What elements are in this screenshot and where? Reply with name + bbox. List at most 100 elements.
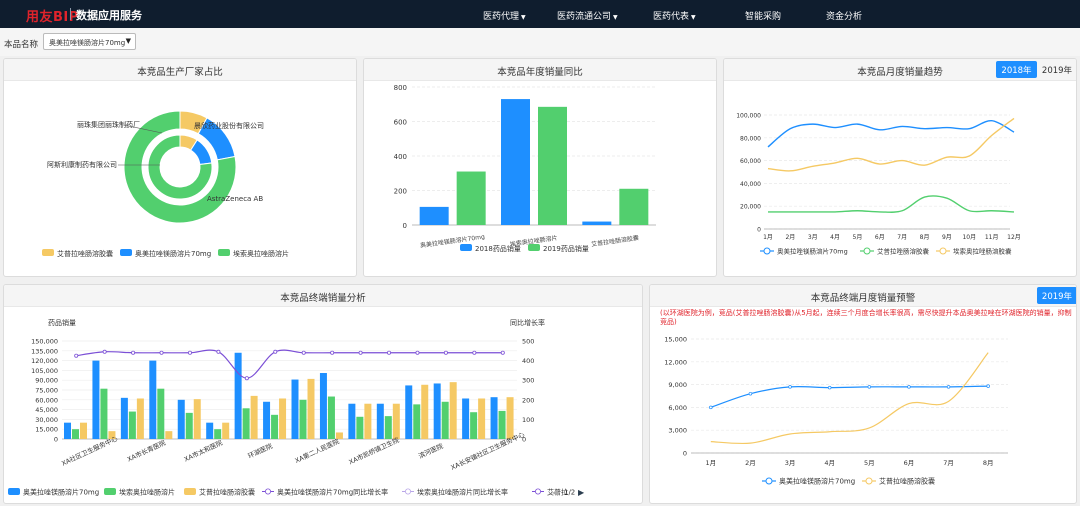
legend-label: 埃索奥拉唑肠溶胶囊	[953, 247, 1012, 256]
terminal-bar	[234, 352, 242, 439]
pager-next-icon[interactable]: ▶	[578, 488, 585, 497]
x-tick-label: 1月	[763, 234, 773, 241]
logo-divider	[70, 8, 71, 20]
legend-marker	[763, 247, 771, 255]
legend-label: 奥美拉唑镁肠溶片70mg同比增长率	[277, 488, 388, 497]
y-tick-label-left: 30,000	[35, 416, 58, 424]
nav-smart-purchase[interactable]: 智能采购	[745, 9, 781, 22]
legend-label: 奥美拉唑镁肠溶片70mg	[23, 488, 99, 497]
year-2018-tab[interactable]: 2018年	[996, 61, 1037, 78]
terminal-bar	[136, 398, 144, 439]
terminal-bar	[478, 398, 486, 439]
series-line	[710, 352, 989, 445]
terminal-bar	[291, 379, 299, 439]
y-tick-label-left: 75,000	[35, 387, 58, 395]
y-tick-label-right: 500	[522, 338, 534, 346]
terminal-bar	[222, 422, 230, 439]
y-tick-label: 200	[394, 188, 407, 196]
y-tick-label-left: 60,000	[35, 396, 58, 404]
panel-title: 本竞品生产厂家占比	[4, 59, 356, 81]
growth-point	[500, 350, 505, 355]
nav-fund-analysis[interactable]: 资金分析	[826, 9, 862, 22]
terminal-bar	[177, 399, 185, 439]
leader-line	[123, 124, 163, 134]
x-tick-label: 6月	[875, 234, 885, 241]
warning-line-chart: 0 3,000 6,000 9,000 12,000 15,000 1月 2月 3月 4月 5月 6月…	[664, 336, 1008, 486]
nav-pharma-agent[interactable]: 医药代理 ▼	[483, 9, 526, 22]
terminal-bar	[165, 431, 173, 439]
terminal-bar	[470, 412, 478, 439]
series-line	[767, 117, 1015, 172]
nav-pharma-distribution[interactable]: 医药流通公司 ▼	[557, 9, 618, 22]
terminal-bar	[128, 411, 136, 439]
pager-prev-icon[interactable]: ◀	[552, 488, 559, 497]
panel-manufacturer-share: 本竞品生产厂家占比 丽珠集团丽珠制药厂 晨欣药业股份有限公司 阿斯利康制药有限公司 A…	[3, 58, 357, 277]
top-navbar: 用友BIP 数据应用服务 医药代理 ▼ 医药流通公司 ▼ 医药代表 ▼ 智能采购 资金…	[0, 0, 1080, 28]
y-tick-label: 15,000	[664, 336, 687, 344]
product-select[interactable]: 奥美拉唑镁肠溶片70mg ▼	[43, 33, 136, 50]
donut-slice	[147, 134, 213, 200]
legend-label: 艾普拉	[547, 488, 568, 497]
x-tick-label: 12月	[1007, 234, 1021, 241]
x-tick-label: 4月	[830, 234, 840, 241]
x-tick-label: 6月	[904, 459, 915, 467]
legend-marker	[765, 477, 773, 485]
legend-swatch	[120, 249, 132, 256]
brand-logo[interactable]: 用友BIP	[26, 10, 79, 25]
product-select-value: 奥美拉唑镁肠溶片70mg	[49, 39, 126, 47]
annual-bar	[501, 99, 530, 225]
terminal-bar	[299, 399, 307, 439]
year-2019-tab[interactable]: 2019年	[1041, 66, 1073, 76]
y-tick-label: 0	[403, 222, 407, 230]
panel-title: 本竞品终端月度销量预警	[650, 285, 1076, 307]
terminal-bar	[149, 360, 157, 439]
x-tick-label: 3月	[785, 459, 796, 467]
nav-pharma-rep[interactable]: 医药代表 ▼	[653, 9, 696, 22]
y-tick-label: 0	[683, 450, 687, 458]
terminal-bar	[157, 388, 165, 439]
x-tick-label: XA第二人民医院	[293, 436, 341, 465]
y-tick-label: 9,000	[668, 381, 687, 389]
x-tick-label: 10月	[962, 234, 976, 241]
legend-label: 艾普拉唑肠溶胶囊	[57, 249, 113, 258]
y-tick-label: 80,000	[740, 135, 761, 142]
x-tick-label: 7月	[943, 459, 954, 467]
legend-marker	[404, 488, 411, 495]
y-tick-label-left: 120,000	[31, 357, 58, 365]
legend-swatch	[184, 488, 196, 495]
legend-swatch	[528, 244, 540, 251]
year-2019-tab[interactable]: 2019年	[1037, 287, 1076, 304]
growth-point	[358, 350, 363, 355]
donut-slice	[123, 110, 237, 224]
terminal-bar	[271, 414, 279, 439]
legend-swatch	[104, 488, 116, 495]
series-point	[986, 384, 990, 388]
terminal-bar	[72, 429, 79, 439]
terminal-bar	[421, 384, 429, 439]
growth-point	[74, 353, 79, 358]
growth-point	[273, 349, 278, 354]
growth-line	[76, 349, 503, 379]
growth-point	[159, 350, 164, 355]
nav-label: 智能采购	[745, 12, 782, 22]
growth-point	[415, 350, 420, 355]
y-tick-label-right: 100	[522, 416, 534, 424]
terminal-bar	[193, 399, 201, 439]
panel-terminal-sales: 本竞品终端销量分析 药品销量 同比增长率 0 15,000 30,000 45,000 60…	[3, 284, 643, 504]
terminal-bar	[206, 422, 214, 439]
terminal-bar	[185, 412, 193, 439]
filter-bar: 本品名称 奥美拉唑镁肠溶片70mg ▼	[0, 28, 1080, 56]
slice-label: 丽珠集团丽珠制药厂	[77, 120, 140, 129]
series-line	[768, 195, 1015, 213]
terminal-bar	[376, 403, 384, 439]
pager-label: 1/2	[564, 489, 575, 497]
caret-down-icon: ▼	[691, 14, 696, 21]
annual-bar	[456, 171, 486, 225]
y-tick-label-left: 90,000	[35, 377, 58, 385]
legend-marker	[863, 247, 871, 255]
terminal-bar	[80, 422, 87, 439]
panel-monthly-trend: 本竞品月度销量趋势 2018年 2019年 0 20,000 40,000 60,00…	[723, 58, 1077, 277]
legend-label: 奥美拉唑镁肠溶片70mg	[779, 477, 855, 486]
terminal-bar	[335, 432, 343, 439]
